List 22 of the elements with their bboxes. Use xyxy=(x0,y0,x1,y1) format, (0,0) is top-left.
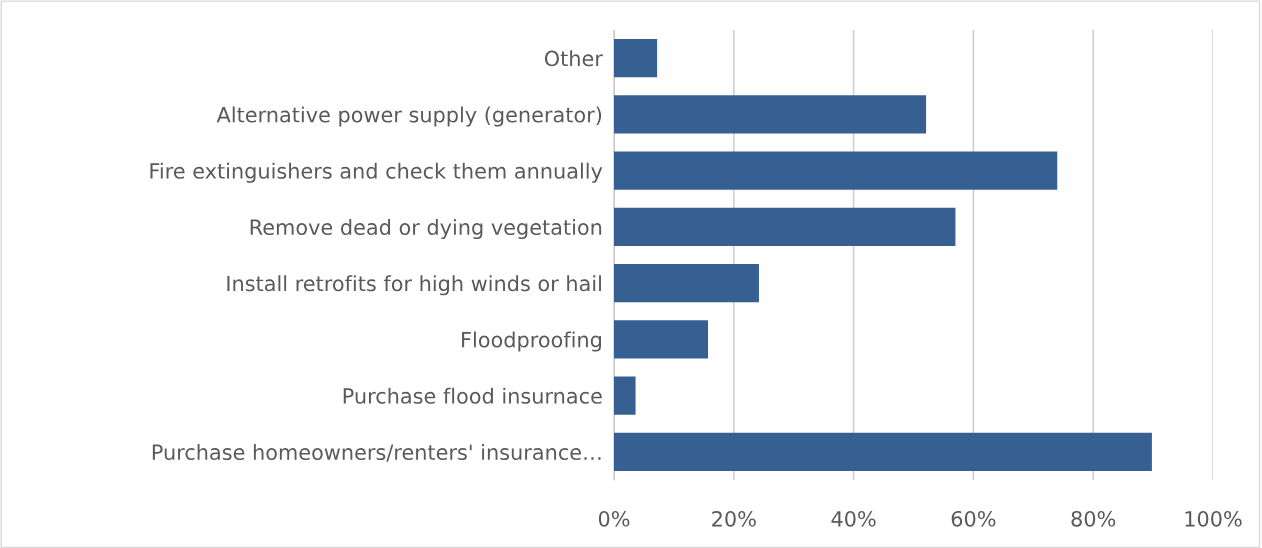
bar xyxy=(614,207,956,246)
x-tick-label: 0% xyxy=(598,510,630,527)
y-tick-label: Install retrofits for high winds or hail xyxy=(227,275,601,296)
bar xyxy=(614,39,658,78)
x-tick-label: 60% xyxy=(951,510,996,527)
y-tick-label: Other xyxy=(544,50,603,67)
bar xyxy=(614,95,927,134)
x-tick-label: 100% xyxy=(1185,510,1242,527)
bar xyxy=(614,432,1152,471)
bar xyxy=(614,264,759,303)
y-tick-label: Purchase homeowners/renters' insurance… xyxy=(152,443,601,462)
x-tick-label: 80% xyxy=(1071,510,1116,527)
y-tick-label: Fire extinguishers and check them annually xyxy=(150,162,603,183)
y-tick-label: Remove dead or dying vegetation xyxy=(250,218,602,240)
y-tick-label: Alternative power supply (generator) xyxy=(216,106,602,127)
bar xyxy=(614,376,636,415)
y-tick-label: Purchase flood insurnace xyxy=(343,387,602,404)
y-tick-label: Floodproofing xyxy=(462,331,601,352)
x-tick-label: 40% xyxy=(831,510,876,527)
bar xyxy=(614,151,1058,190)
x-tick-label: 20% xyxy=(712,510,756,527)
bar xyxy=(614,320,709,359)
